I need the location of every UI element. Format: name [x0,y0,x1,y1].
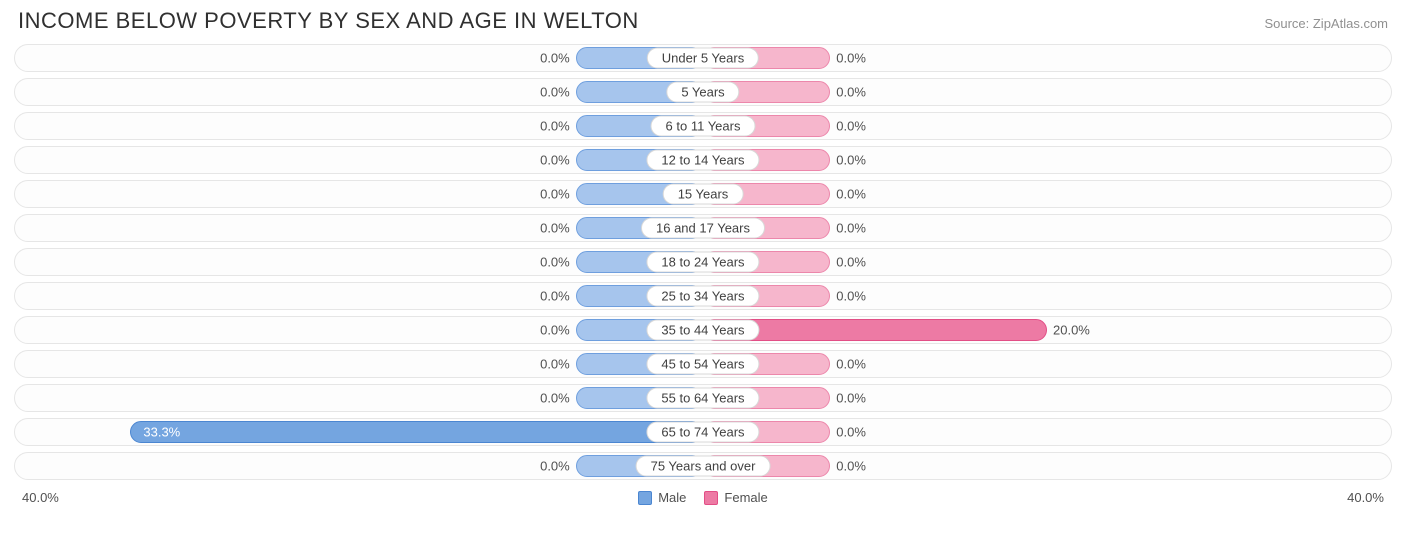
female-value: 0.0% [836,357,866,372]
chart-row: 0.0% 0.0% 16 and 17 Years [14,214,1392,242]
age-label: 6 to 11 Years [651,116,756,137]
male-value: 0.0% [540,85,570,100]
male-value: 0.0% [540,255,570,270]
female-value: 0.0% [836,459,866,474]
female-value: 0.0% [836,221,866,236]
chart-row: 0.0% 0.0% 55 to 64 Years [14,384,1392,412]
chart-row: 0.0% 0.0% 25 to 34 Years [14,282,1392,310]
age-label: 55 to 64 Years [646,388,759,409]
chart-row: 0.0% 0.0% 15 Years [14,180,1392,208]
chart-row: 0.0% 0.0% 75 Years and over [14,452,1392,480]
male-value: 0.0% [540,119,570,134]
age-label: 45 to 54 Years [646,354,759,375]
female-value: 0.0% [836,289,866,304]
male-swatch-icon [638,491,652,505]
chart-area: 0.0%0.0%Under 5 Years0.0%0.0%5 Years0.0%… [0,34,1406,480]
male-value: 0.0% [540,187,570,202]
age-label: 25 to 34 Years [646,286,759,307]
legend: Male Female [638,490,768,505]
chart-row: 0.0% 0.0% 45 to 54 Years [14,350,1392,378]
legend-male-label: Male [658,490,686,505]
age-label: 35 to 44 Years [646,320,759,341]
legend-item-female: Female [704,490,767,505]
axis-left-max: 40.0% [22,490,59,505]
age-label: 65 to 74 Years [646,422,759,443]
age-label: 16 and 17 Years [641,218,765,239]
chart-row: 0.0% 0.0% 6 to 11 Years [14,112,1392,140]
axis-right-max: 40.0% [1347,490,1384,505]
age-label: 5 Years [666,82,739,103]
male-bar [130,421,703,443]
chart-source: Source: ZipAtlas.com [1264,16,1388,31]
legend-female-label: Female [724,490,767,505]
female-value: 0.0% [836,153,866,168]
chart-row: 0.0% 20.0% 35 to 44 Years [14,316,1392,344]
male-value: 0.0% [540,221,570,236]
female-value: 20.0% [1053,323,1090,338]
chart-title: INCOME BELOW POVERTY BY SEX AND AGE IN W… [18,8,639,34]
female-value: 0.0% [836,425,866,440]
male-value: 33.3% [143,425,180,440]
legend-item-male: Male [638,490,686,505]
female-value: 0.0% [836,51,866,66]
age-label: 75 Years and over [636,456,771,477]
chart-row: 33.3% 0.0% 65 to 74 Years [14,418,1392,446]
chart-row: 0.0% 0.0% Under 5 Years [14,44,1392,72]
chart-row: 0.0% 0.0% 5 Years [14,78,1392,106]
age-label: Under 5 Years [647,48,759,69]
chart-row: 0.0% 0.0% 18 to 24 Years [14,248,1392,276]
chart-row: 0.0% 0.0% 12 to 14 Years [14,146,1392,174]
male-value: 0.0% [540,289,570,304]
age-label: 15 Years [663,184,744,205]
female-value: 0.0% [836,85,866,100]
male-value: 0.0% [540,153,570,168]
female-value: 0.0% [836,187,866,202]
male-value: 0.0% [540,51,570,66]
age-label: 18 to 24 Years [646,252,759,273]
male-value: 0.0% [540,323,570,338]
female-swatch-icon [704,491,718,505]
female-value: 0.0% [836,119,866,134]
age-label: 12 to 14 Years [646,150,759,171]
female-value: 0.0% [836,255,866,270]
male-value: 0.0% [540,357,570,372]
female-value: 0.0% [836,391,866,406]
male-value: 0.0% [540,459,570,474]
male-value: 0.0% [540,391,570,406]
